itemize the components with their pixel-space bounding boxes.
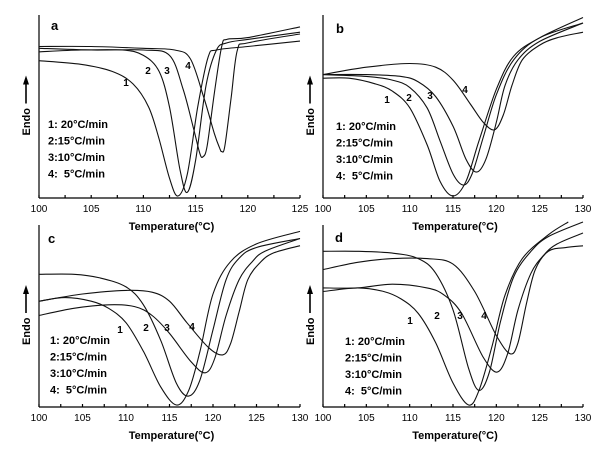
x-tick-label: 105	[83, 204, 100, 215]
x-tick-label: 105	[358, 413, 375, 424]
panel-a: 100 105 110 115 120 125 Temperature(°C) Endo a 1 2…	[21, 15, 309, 233]
series-line-1	[38, 230, 301, 406]
series-label-4: 4	[189, 322, 195, 333]
series-line-3	[322, 22, 584, 173]
series-line-2	[38, 237, 301, 397]
panel-letter: b	[336, 21, 344, 36]
x-tick-label: 110	[402, 204, 418, 215]
series-label-2: 2	[145, 66, 151, 77]
x-tick-label: 130	[292, 413, 309, 424]
up-arrow-icon	[307, 75, 313, 104]
series-label-2: 2	[434, 311, 440, 322]
legend-entry: 2:15°C/min	[345, 353, 402, 365]
panel-d: 100 105 110 115 120 125 130 Temperature(°C) Endo…	[305, 221, 592, 442]
x-tick-label: 125	[531, 413, 548, 424]
x-tick-label: 110	[402, 413, 418, 424]
legend-entry: 2:15°C/min	[50, 352, 107, 364]
x-tick-label: 115	[162, 413, 178, 424]
x-tick-label: 130	[575, 204, 592, 215]
series-label-2: 2	[406, 93, 412, 104]
series-label-3: 3	[164, 323, 170, 334]
x-tick-label: 120	[488, 204, 505, 215]
series-label-3: 3	[164, 66, 170, 77]
x-tick-label: 100	[31, 413, 48, 424]
series-label-1: 1	[407, 316, 413, 327]
x-tick-label: 115	[188, 204, 204, 215]
y-axis-title: Endo	[21, 108, 33, 136]
x-tick-label: 125	[531, 204, 548, 215]
legend-entry: 4: 5°C/min	[336, 171, 393, 183]
x-tick-label: 130	[575, 413, 592, 424]
series-line-4	[322, 245, 584, 355]
series-label-1: 1	[384, 95, 390, 106]
series-line-4	[38, 245, 301, 356]
series-line-1	[38, 40, 301, 197]
series-label-2: 2	[143, 323, 149, 334]
series-label-4: 4	[462, 85, 468, 96]
up-arrow-icon	[307, 285, 313, 313]
legend-entry: 3:10°C/min	[345, 369, 402, 381]
series-line-3	[38, 26, 301, 159]
x-tick-label: 110	[135, 204, 151, 215]
panel-letter: a	[51, 18, 59, 33]
x-tick-label: 105	[74, 413, 91, 424]
legend-entry: 1: 20°C/min	[48, 119, 108, 131]
series-line-2	[322, 22, 584, 186]
legend-entry: 3:10°C/min	[336, 154, 393, 166]
up-arrow-icon	[23, 285, 29, 313]
x-tick-label: 120	[205, 413, 222, 424]
legend: 1: 20°C/min 2:15°C/min 3:10°C/min 4: 5°C/mi…	[345, 336, 405, 398]
legend-entry: 1: 20°C/min	[336, 121, 396, 133]
up-arrow-icon	[23, 75, 29, 104]
x-axis-title: Temperature(°C)	[129, 430, 215, 442]
series-line-3	[38, 237, 301, 374]
x-axis-title: Temperature(°C)	[412, 221, 498, 233]
series-label-4: 4	[185, 61, 191, 72]
legend-entry: 3:10°C/min	[50, 368, 107, 380]
series-line-3	[322, 232, 584, 373]
series-label-1: 1	[117, 325, 123, 336]
x-tick-label: 120	[488, 413, 505, 424]
series-label-1: 1	[123, 78, 129, 89]
x-tick-label: 100	[315, 413, 332, 424]
x-tick-label: 105	[358, 204, 375, 215]
legend: 1: 20°C/min 2:15°C/min 3:10°C/min 4: 5°C/mi…	[50, 335, 110, 397]
series-line-2	[322, 221, 584, 391]
y-axis-title: Endo	[21, 317, 33, 345]
x-axis-title: Temperature(°C)	[129, 221, 215, 233]
panel-letter: c	[48, 231, 55, 246]
legend-entry: 4: 5°C/min	[50, 385, 107, 397]
legend-entry: 2:15°C/min	[336, 138, 393, 150]
y-axis-title: Endo	[305, 108, 317, 136]
legend: 1: 20°C/min 2:15°C/min 3:10°C/min 4: 5°C/mi…	[336, 121, 396, 183]
legend: 1: 20°C/min 2:15°C/min 3:10°C/min 4: 5°C/mi…	[48, 119, 108, 181]
panel-c: 100 105 110 115 120 125 130 Temperature(°C) Endo…	[21, 225, 309, 442]
series-line-1	[322, 17, 584, 197]
x-tick-label: 115	[445, 204, 461, 215]
legend-entry: 2:15°C/min	[48, 136, 105, 148]
panel-b: 100 105 110 115 120 125 130 Temperature(°C) Endo…	[305, 15, 592, 233]
legend-entry: 3:10°C/min	[48, 152, 105, 164]
legend-entry: 4: 5°C/min	[48, 169, 105, 181]
legend-entry: 1: 20°C/min	[50, 335, 110, 347]
series-line-4	[322, 31, 584, 131]
legend-entry: 4: 5°C/min	[345, 386, 402, 398]
series-line-4	[38, 33, 301, 153]
x-tick-label: 120	[239, 204, 256, 215]
series-label-3: 3	[427, 91, 433, 102]
x-tick-label: 115	[445, 413, 461, 424]
x-tick-label: 110	[118, 413, 134, 424]
legend-entry: 1: 20°C/min	[345, 336, 405, 348]
series-label-4: 4	[481, 311, 487, 322]
y-axis-title: Endo	[305, 317, 317, 345]
x-tick-label: 100	[315, 204, 332, 215]
panel-letter: d	[335, 230, 343, 245]
x-tick-label: 100	[31, 204, 48, 215]
series-label-3: 3	[457, 311, 463, 322]
x-tick-label: 125	[292, 204, 309, 215]
series-line-1	[322, 221, 569, 406]
x-axis-title: Temperature(°C)	[412, 430, 498, 442]
x-tick-label: 125	[248, 413, 265, 424]
